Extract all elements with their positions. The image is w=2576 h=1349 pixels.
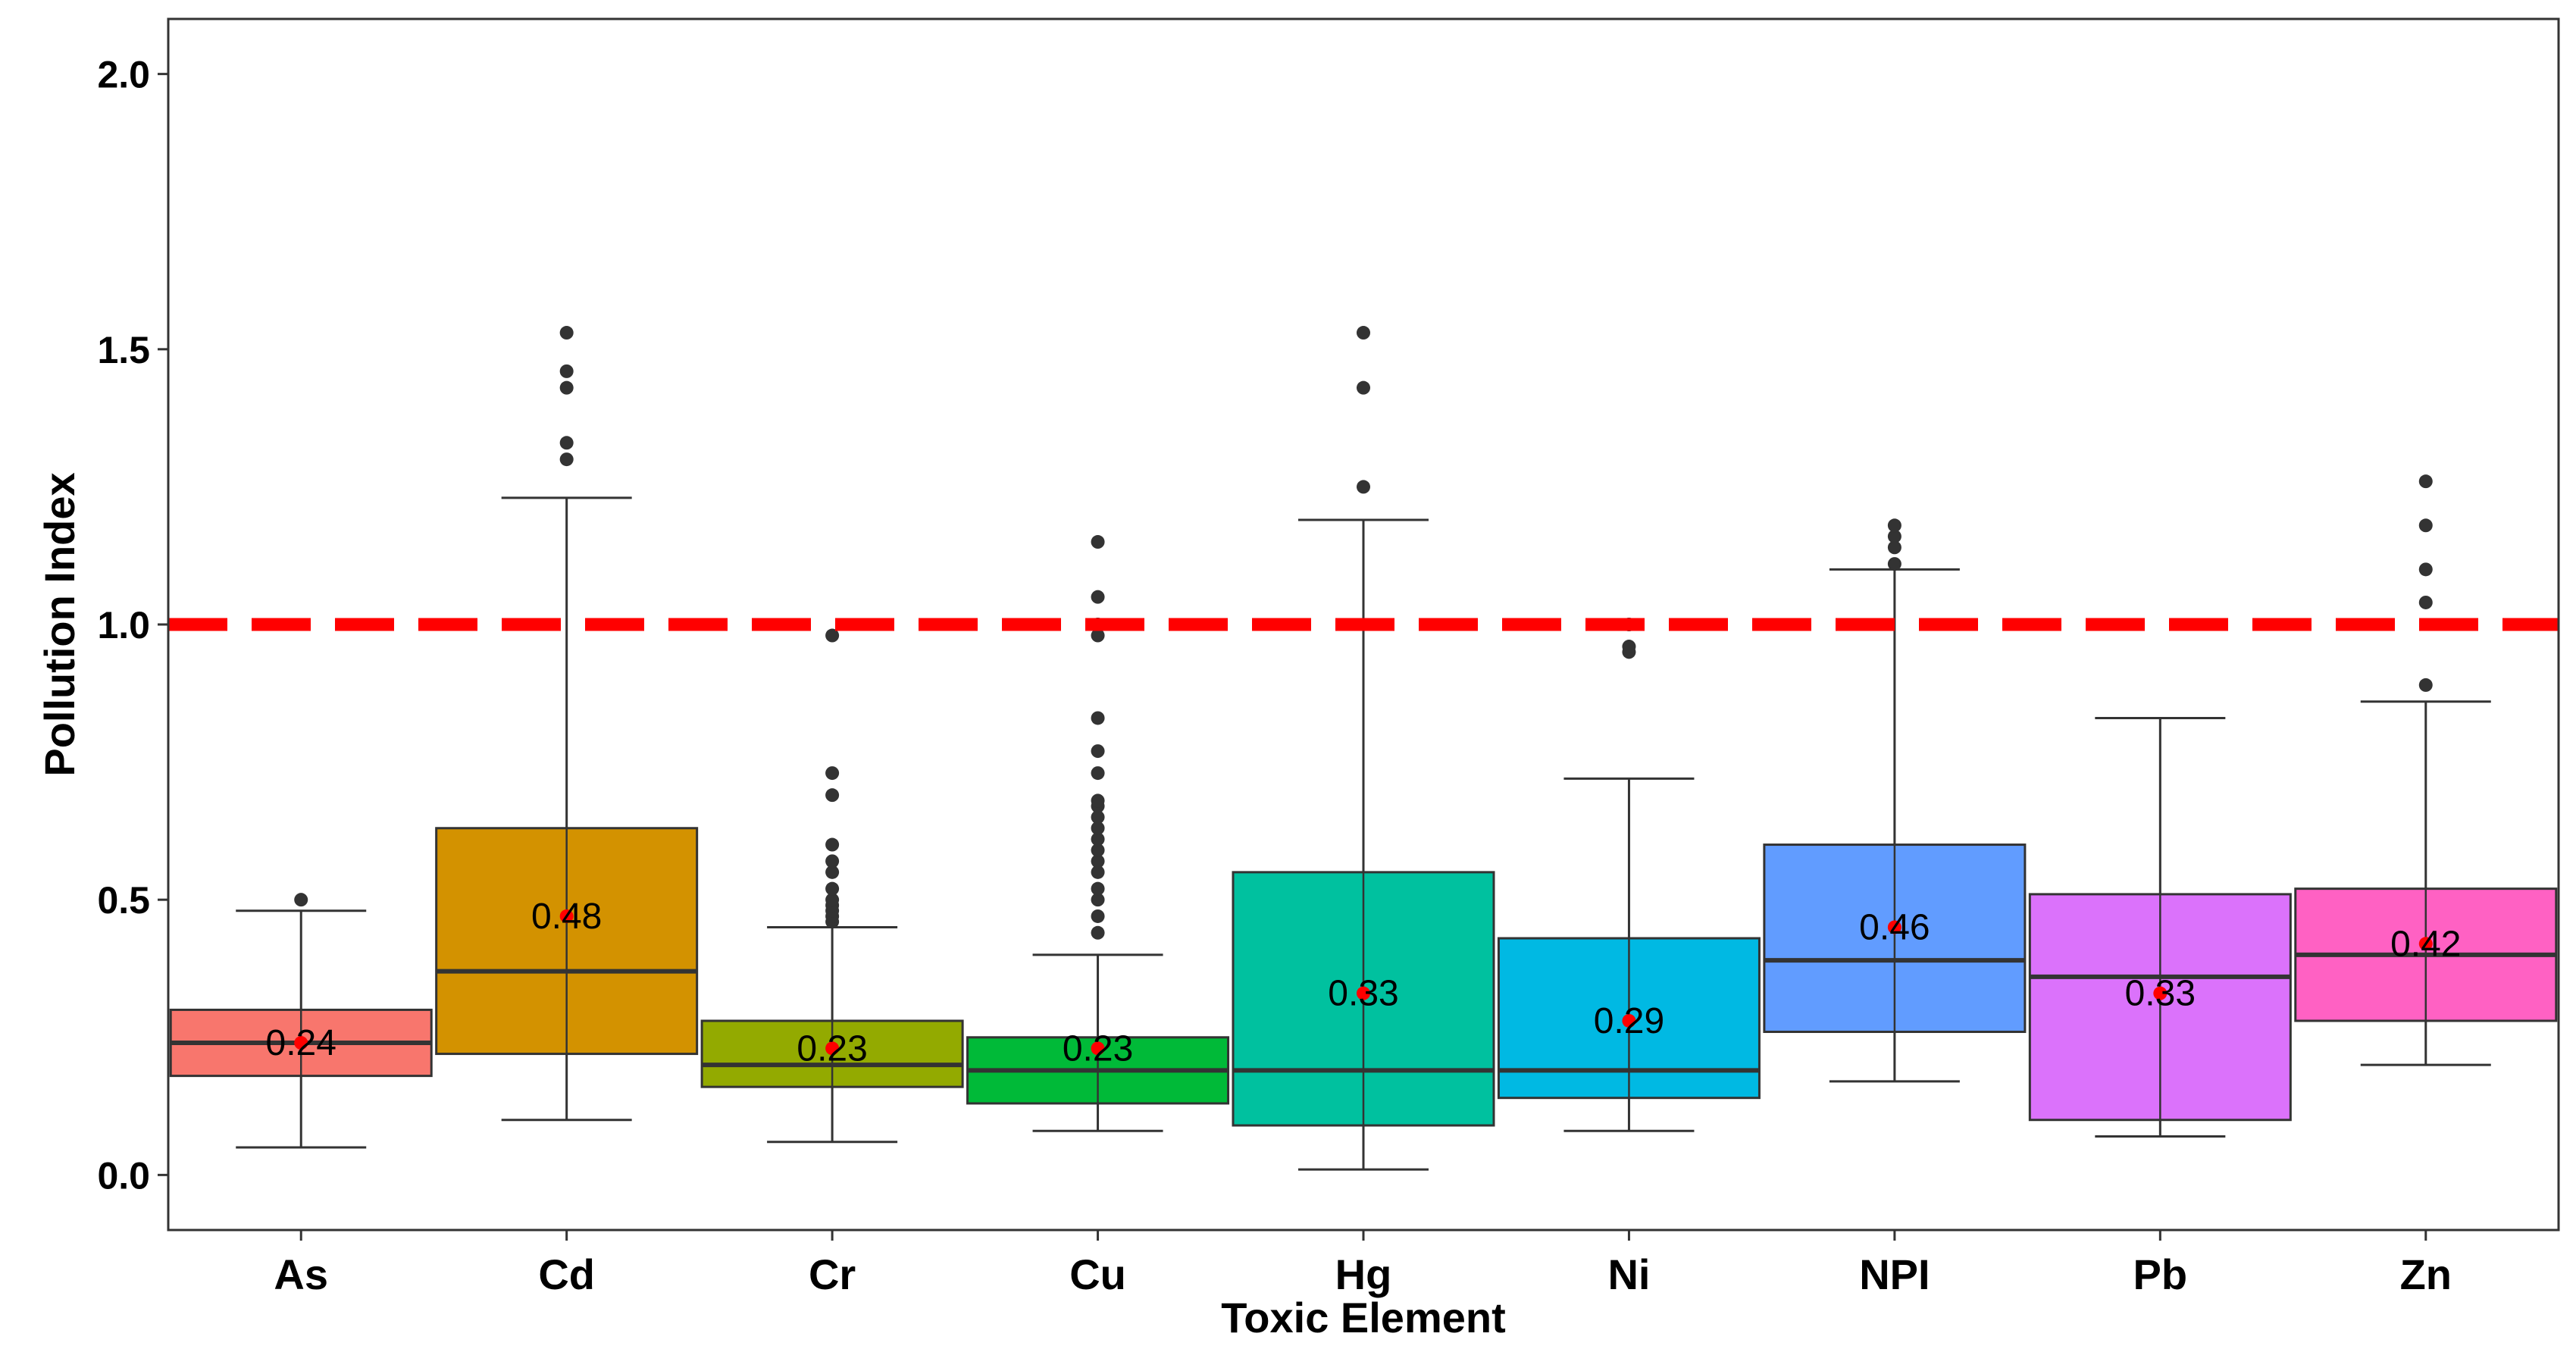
x-tick-label-cd: Cd	[538, 1250, 595, 1298]
outlier-point	[1091, 810, 1105, 825]
box-ni: 0.29	[1497, 618, 1761, 1132]
outlier-point	[1091, 865, 1105, 879]
outlier-point	[1091, 628, 1105, 643]
x-tick-label-zn: Zn	[2400, 1250, 2452, 1298]
y-tick-label: 0.0	[97, 1154, 150, 1197]
mean-label: 0.46	[1859, 908, 1930, 948]
mean-point	[825, 1041, 840, 1056]
mean-label: 0.48	[531, 897, 602, 937]
box-hg: 0.33	[1232, 326, 1495, 1171]
outlier-point	[294, 893, 308, 907]
outlier-point	[559, 380, 574, 395]
outlier-point	[1091, 843, 1105, 857]
box-zn: 0.42	[2294, 474, 2558, 1066]
mean-point	[1887, 920, 1901, 934]
x-tick-label-cu: Cu	[1069, 1250, 1126, 1298]
outlier-point	[2418, 595, 2433, 609]
box-cu: 0.23	[966, 535, 1230, 1132]
outlier-point	[559, 436, 574, 450]
outlier-point	[2418, 678, 2433, 692]
outlier-point	[559, 364, 574, 378]
mean-label: 0.33	[2125, 974, 2196, 1014]
mean-point	[2418, 937, 2433, 951]
y-axis: 0.0 0.5 1.0 1.5 2.0	[97, 54, 168, 1197]
outlier-point	[1357, 380, 1370, 395]
mean-label: 0.33	[1328, 974, 1398, 1014]
outlier-point	[1091, 766, 1105, 781]
outlier-point	[825, 628, 840, 643]
outlier-point	[2418, 518, 2433, 533]
mean-label: 0.24	[266, 1023, 336, 1063]
outlier-point	[1357, 480, 1370, 494]
x-axis-title: Toxic Element	[1221, 1294, 1506, 1341]
box-cd: 0.48	[435, 326, 699, 1122]
outlier-point	[1091, 535, 1105, 549]
y-axis-title: Pollution Index	[36, 472, 83, 776]
x-tick-label-hg: Hg	[1335, 1250, 1392, 1298]
outlier-point	[1887, 518, 1901, 533]
outlier-point	[1091, 711, 1105, 725]
outlier-point	[2418, 562, 2433, 577]
x-tick-label-npi: NPI	[1859, 1250, 1930, 1298]
y-tick-label: 1.0	[97, 604, 150, 646]
mean-point	[1357, 986, 1370, 1000]
outlier-point	[1091, 881, 1105, 896]
mean-point	[1091, 1041, 1105, 1056]
mean-point	[2153, 986, 2168, 1000]
mean-label: 0.23	[797, 1028, 867, 1069]
outlier-point	[1357, 326, 1370, 340]
outlier-point	[1091, 925, 1105, 940]
x-axis: As Cd Cr Cu Hg Ni NPI Pb Zn	[274, 1230, 2452, 1298]
outlier-point	[1091, 909, 1105, 923]
outlier-point	[825, 881, 840, 896]
mean-point	[294, 1036, 308, 1050]
outlier-point	[559, 452, 574, 467]
x-tick-label-pb: Pb	[2133, 1250, 2188, 1298]
box-npi: 0.46	[1763, 518, 2027, 1083]
outlier-point	[1091, 893, 1105, 907]
outlier-point	[1091, 590, 1105, 604]
box-pb: 0.33	[2028, 716, 2292, 1138]
x-tick-label-as: As	[274, 1250, 328, 1298]
outlier-point	[1091, 793, 1105, 808]
mean-point	[559, 909, 574, 923]
outlier-point	[825, 893, 840, 907]
mean-label: 0.23	[1063, 1028, 1133, 1069]
outlier-point	[825, 837, 840, 852]
outlier-point	[1091, 744, 1105, 759]
outlier-point	[825, 854, 840, 869]
outlier-point	[1622, 640, 1636, 654]
x-tick-label-cr: Cr	[809, 1250, 856, 1298]
outlier-point	[1887, 557, 1901, 571]
outlier-point	[559, 326, 574, 340]
outlier-point	[2418, 474, 2433, 489]
plot-area: 0.24 0.48 0.23 0.23 0.33 0.29 0.46 0.33 0.42	[168, 326, 2559, 1171]
y-tick-label: 2.0	[97, 54, 150, 96]
outlier-point	[1887, 540, 1901, 555]
outlier-point	[1091, 821, 1105, 835]
mean-label: 0.42	[2390, 924, 2461, 964]
outlier-point	[825, 788, 840, 803]
box-as: 0.24	[169, 893, 433, 1149]
x-tick-label-ni: Ni	[1607, 1250, 1650, 1298]
mean-label: 0.29	[1594, 1001, 1664, 1041]
y-tick-label: 0.5	[97, 879, 150, 922]
outlier-point	[1091, 832, 1105, 847]
mean-point	[1622, 1013, 1636, 1028]
y-tick-label: 1.5	[97, 329, 150, 371]
outlier-point	[1887, 529, 1901, 543]
outlier-point	[1091, 854, 1105, 869]
outlier-point	[825, 766, 840, 781]
box-cr: 0.23	[700, 628, 964, 1144]
outlier-point	[825, 865, 840, 879]
